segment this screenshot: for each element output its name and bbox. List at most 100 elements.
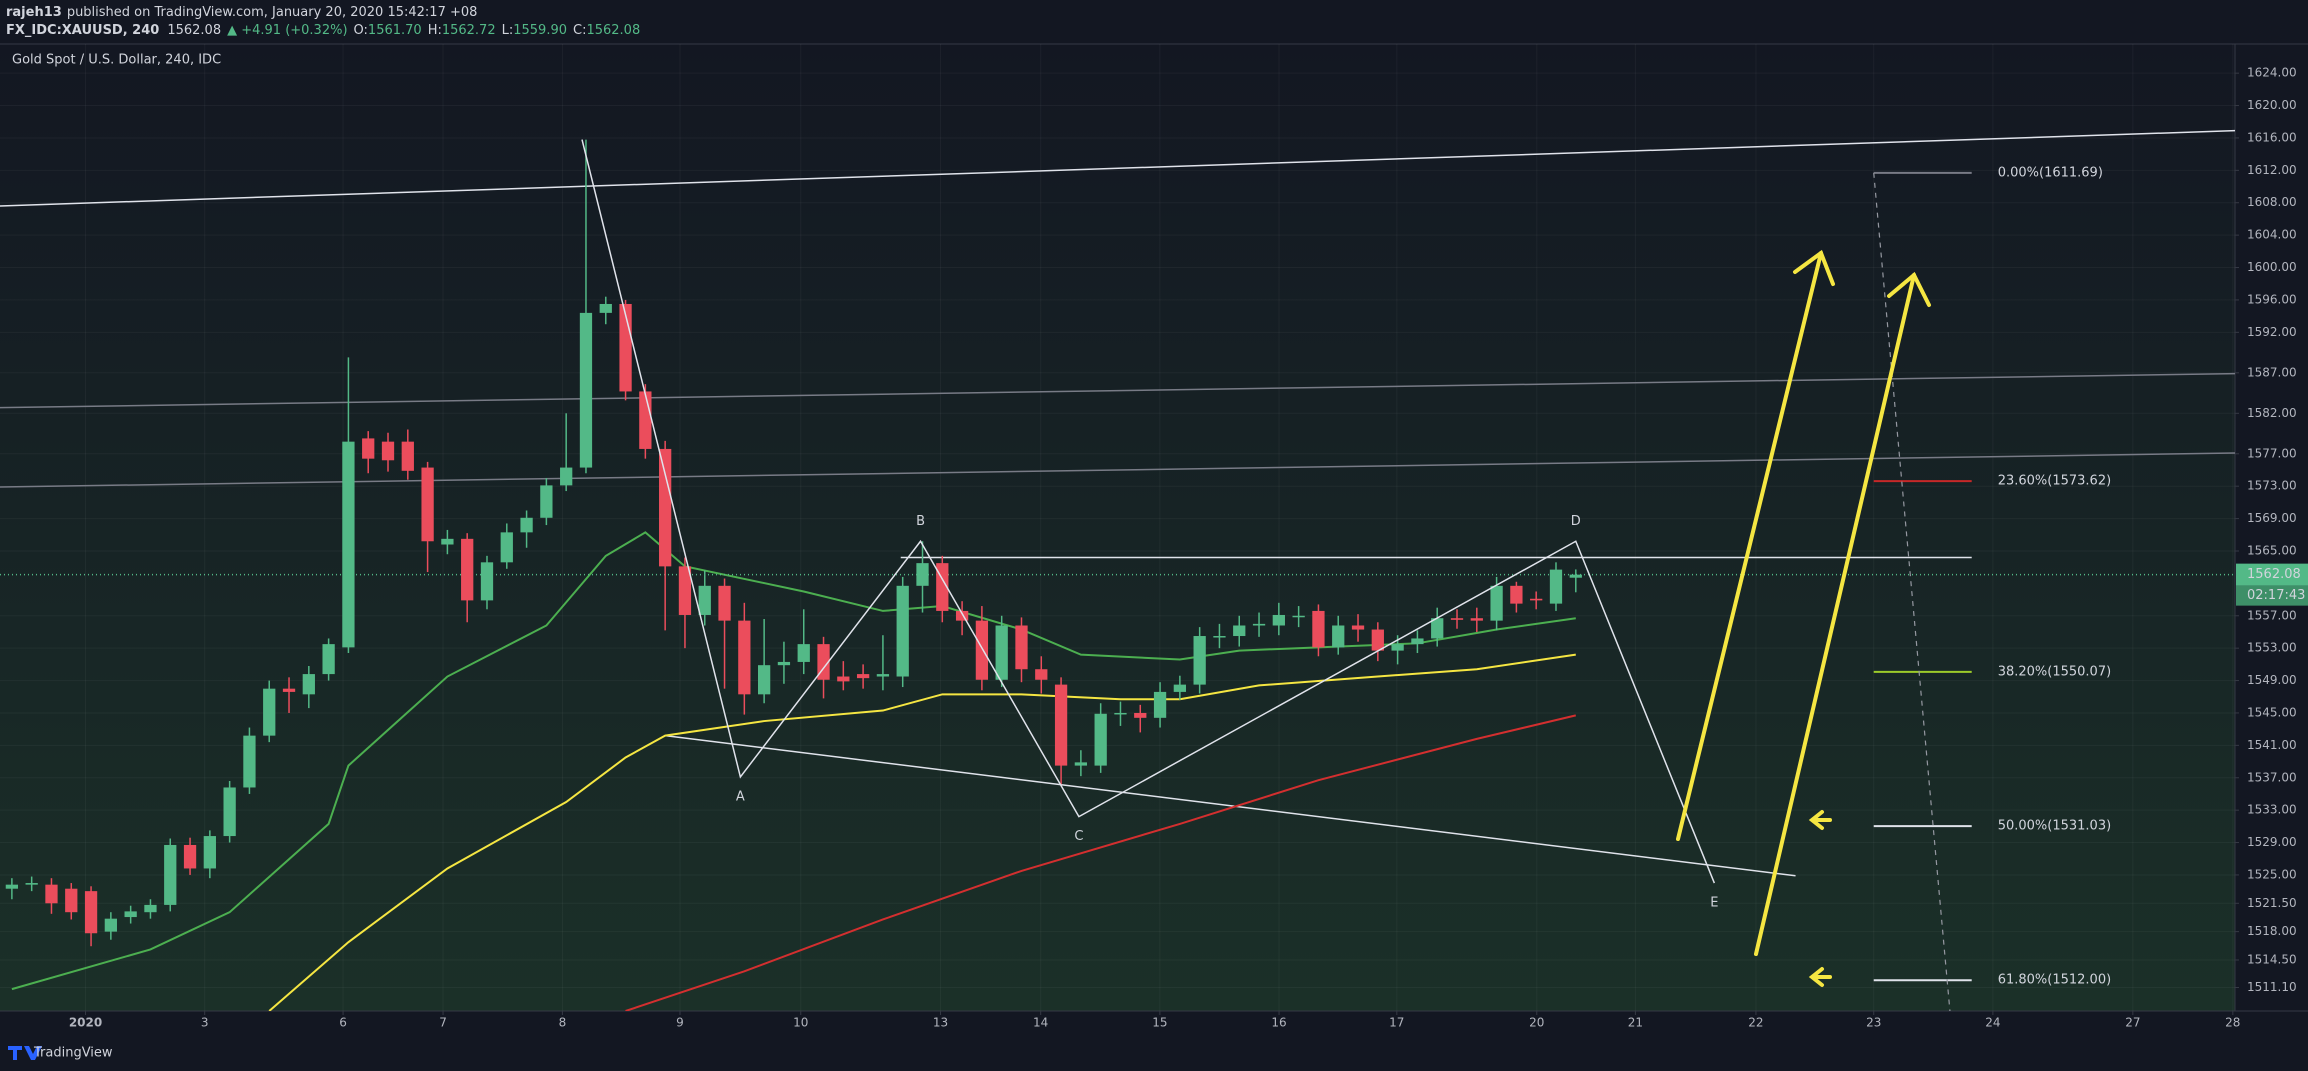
y-tick-label: 1620.00	[2247, 98, 2297, 112]
author: rajeh13	[6, 5, 62, 20]
candle-body	[1450, 618, 1464, 620]
x-tick-label: 24	[1985, 1016, 2000, 1030]
y-tick-label: 1521.50	[2247, 896, 2297, 910]
candle-body	[104, 918, 117, 932]
y-tick-label: 1604.00	[2247, 228, 2297, 242]
pattern-line	[581, 139, 1716, 884]
fib-label: 38.20%(1550.07)	[1998, 664, 2111, 679]
fib-label: 50.00%(1531.03)	[1998, 819, 2111, 834]
moving-average	[268, 653, 1576, 1011]
candle-body	[1332, 625, 1345, 648]
candle-body	[876, 674, 890, 677]
y-tick-label: 1569.00	[2247, 511, 2297, 525]
candle-body	[757, 665, 771, 695]
y-tick-label: 1596.00	[2247, 292, 2297, 306]
y-tick-label: 1600.00	[2247, 260, 2297, 274]
candle-body	[896, 585, 909, 677]
candle-body	[1074, 762, 1088, 766]
candle-body	[579, 312, 593, 468]
last-price-box	[2236, 563, 2308, 586]
y-tick-label: 1577.00	[2247, 446, 2297, 460]
x-tick-label: 13	[933, 1016, 948, 1030]
logo	[8, 1046, 42, 1060]
arrow-head	[1887, 271, 1931, 307]
candle-body	[916, 563, 929, 586]
candle-body	[441, 538, 454, 545]
candle-body	[45, 884, 58, 904]
trend-line	[0, 452, 2235, 488]
candle-body	[65, 888, 78, 913]
candle-body	[1312, 610, 1325, 648]
candle-body	[678, 566, 692, 615]
trend-line	[665, 734, 1796, 877]
candle-body	[856, 674, 870, 679]
x-tick-label: 8	[559, 1016, 567, 1030]
arrow	[1676, 251, 1823, 841]
brand: TradingView	[33, 1046, 113, 1061]
drawings: A B C D E 0.00%(1611.69) 23.60%(1573.62) 38.20%…	[581, 139, 2111, 1011]
candle-body	[263, 688, 276, 736]
candle-body	[718, 585, 731, 621]
y-tick-label: 1518.00	[2247, 924, 2297, 938]
arrow-head	[1793, 249, 1835, 286]
candle-body	[540, 485, 553, 518]
axes: 1511.10 1514.50 1518.00 1521.50 1525.00 1529.…	[69, 66, 2308, 1030]
candle-body	[1015, 625, 1028, 670]
header-line: rajeh13 published on TradingView.com, Jan…	[6, 5, 477, 20]
moving-average	[11, 531, 1576, 991]
pattern-label: E	[1710, 896, 1718, 911]
x-tick-label: 22	[1748, 1016, 1763, 1030]
candle-body	[1252, 623, 1266, 626]
candle-body	[1173, 684, 1186, 692]
candle-body	[5, 884, 19, 889]
candle-body	[659, 448, 672, 567]
y-tick-label: 1624.00	[2247, 66, 2297, 80]
fib-label: 23.60%(1573.62)	[1998, 474, 2111, 489]
y-tick-label: 1582.00	[2247, 406, 2297, 420]
candle-body	[1272, 614, 1285, 626]
candle-body	[797, 644, 810, 662]
candle-body	[124, 911, 137, 918]
candle-body	[837, 676, 850, 682]
y-tick-label: 1616.00	[2247, 130, 2297, 144]
candle-body	[401, 441, 414, 471]
y-tick-label: 1592.00	[2247, 325, 2297, 339]
chart-title: Gold Spot / U.S. Dollar, 240, IDC	[12, 53, 221, 68]
x-tick-label: 2020	[69, 1016, 102, 1030]
pattern-label: B	[916, 514, 925, 529]
fib-label: 61.80%(1512.00)	[1998, 973, 2111, 988]
candle-body	[738, 620, 751, 695]
candle-body	[164, 844, 177, 905]
candle-body	[461, 538, 474, 601]
arrow	[1754, 273, 1916, 956]
candle-body	[1054, 684, 1068, 766]
drawings	[0, 129, 2235, 1011]
candle-body	[599, 303, 612, 313]
candle-body	[342, 441, 355, 648]
y-tick-label: 1557.00	[2247, 608, 2297, 622]
pattern-label: D	[1571, 514, 1581, 529]
ohlc-label: O:	[354, 23, 368, 38]
x-tick-label: 17	[1389, 1016, 1404, 1030]
x-tick-label: 9	[676, 1016, 684, 1030]
plot-area	[0, 44, 2235, 1011]
candle-body	[421, 467, 434, 542]
candle-body	[223, 787, 236, 837]
candle-body	[322, 644, 335, 675]
candles	[5, 139, 1582, 947]
candle-body	[183, 844, 197, 869]
candle-body	[381, 441, 395, 461]
candle-body	[1470, 618, 1483, 621]
candle-body	[520, 517, 533, 533]
change: ▲ +4.91 (+0.32%)	[227, 23, 347, 38]
candle-body	[777, 661, 791, 666]
ohlc-label: C:	[573, 23, 586, 38]
candle-body	[1569, 574, 1582, 578]
candle-body	[243, 735, 256, 788]
x-tick-label: 6	[339, 1016, 347, 1030]
x-tick-label: 14	[1033, 1016, 1048, 1030]
candle-body	[1431, 618, 1444, 639]
candle-body	[1134, 712, 1147, 718]
y-tick-label: 1541.00	[2247, 738, 2297, 752]
y-tick-label: 1529.00	[2247, 835, 2297, 849]
